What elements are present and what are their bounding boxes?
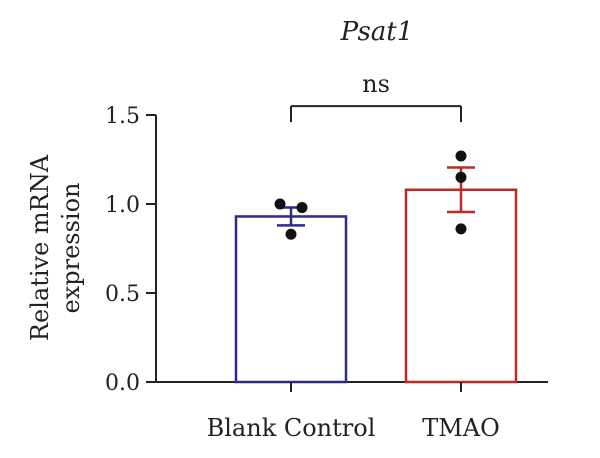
data-point-1-0 <box>455 150 467 162</box>
x-tick-label-1: TMAO <box>422 414 500 442</box>
chart-title: Psat1 <box>340 17 414 47</box>
data-point-1-2 <box>455 223 467 235</box>
y-tick-label-2: 1.0 <box>105 193 140 218</box>
y-axis-label-line-1: Relative mRNA <box>26 154 54 341</box>
y-tick-label-0: 0.0 <box>105 371 140 396</box>
x-tick-label-0: Blank Control <box>207 414 376 442</box>
bar-0 <box>234 215 348 384</box>
y-tick-label-1: 0.5 <box>105 282 140 307</box>
bar-1 <box>404 188 518 384</box>
y-tick-label-3: 1.5 <box>105 104 140 129</box>
significance-label: ns <box>362 70 390 98</box>
y-axis-label-line-2: expression <box>57 183 85 314</box>
data-point-0-0 <box>274 198 286 210</box>
plot-area: 0.0 0.5 1.0 1.5 Blank Control TMAO ns <box>105 70 548 442</box>
data-point-0-2 <box>285 228 297 240</box>
data-point-1-1 <box>455 171 467 183</box>
data-point-0-1 <box>296 202 308 214</box>
